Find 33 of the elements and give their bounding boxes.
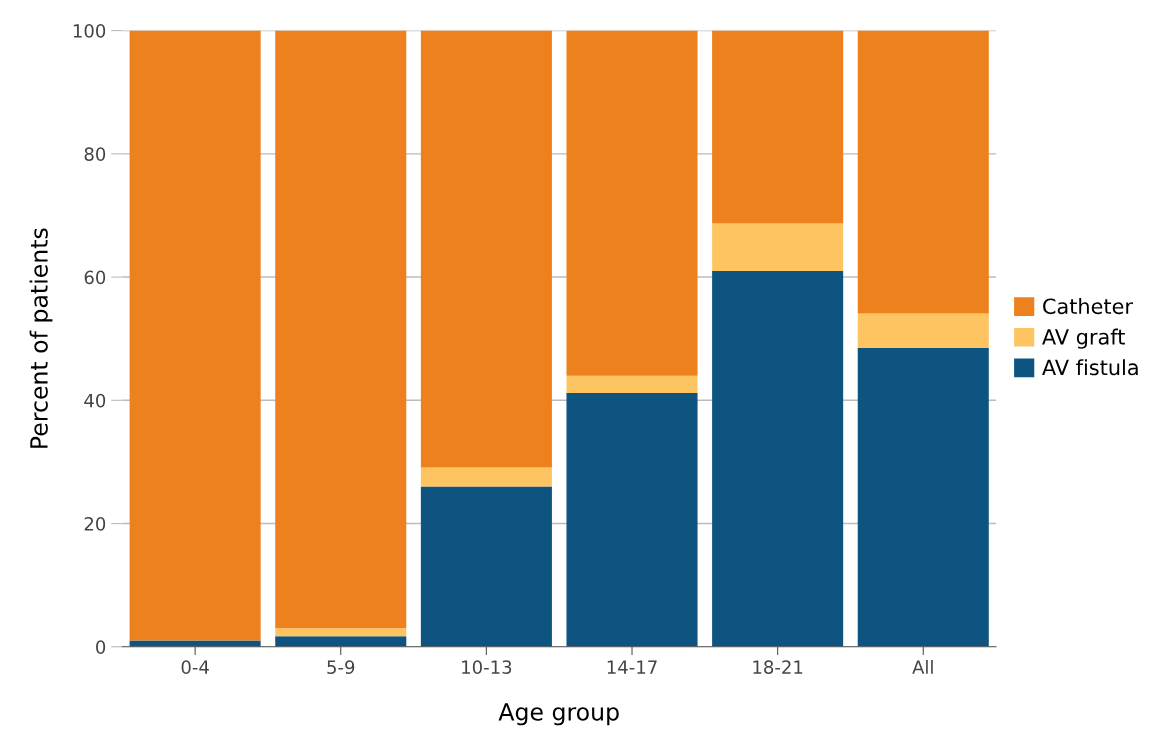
bar bbox=[712, 223, 844, 271]
x-axis-title: Age group bbox=[498, 703, 619, 726]
bar bbox=[275, 636, 407, 647]
x-tick-label: 5-9 bbox=[327, 660, 355, 674]
bar bbox=[420, 486, 552, 647]
x-tick-label: 18-21 bbox=[753, 660, 803, 674]
x-tick-label: All bbox=[912, 659, 933, 674]
legend-label: AV graft bbox=[1042, 328, 1125, 349]
y-tick-label: 100 bbox=[73, 24, 106, 38]
y-axis-title: Percent of patients bbox=[29, 228, 53, 448]
y-tick-label: 20 bbox=[84, 517, 106, 531]
bar bbox=[712, 30, 844, 224]
bar bbox=[857, 313, 989, 348]
x-tick-label: 10-13 bbox=[462, 660, 512, 674]
x-tick-label: 0-4 bbox=[181, 660, 209, 674]
legend-label: AV fistula bbox=[1042, 359, 1138, 376]
bar bbox=[275, 628, 407, 637]
y-tick-label: 0 bbox=[96, 640, 106, 654]
bar bbox=[566, 30, 698, 376]
y-tick-label: 80 bbox=[84, 147, 106, 161]
bar bbox=[857, 347, 989, 647]
bar bbox=[857, 30, 989, 314]
y-tick-label: 40 bbox=[84, 393, 106, 408]
y-tick-label: 60 bbox=[84, 270, 106, 285]
bar bbox=[712, 270, 844, 647]
bar bbox=[420, 30, 552, 468]
bar bbox=[129, 30, 261, 641]
bar bbox=[275, 30, 407, 629]
x-tick-label: 14-17 bbox=[607, 660, 657, 674]
bar bbox=[420, 467, 552, 487]
legend-label: Catheter bbox=[1043, 298, 1133, 315]
bar bbox=[566, 392, 698, 647]
bar bbox=[566, 375, 698, 393]
